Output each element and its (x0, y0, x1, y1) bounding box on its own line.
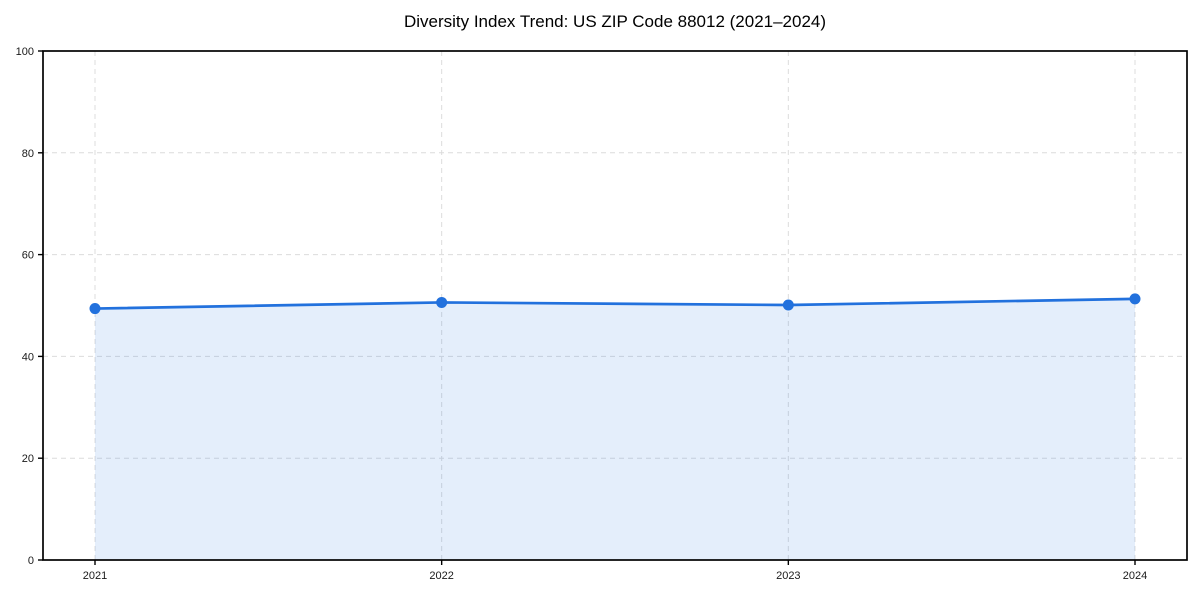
trend-line (93, 297, 1137, 310)
y-tick-label: 60 (22, 250, 34, 262)
y-tick-label: 0 (28, 555, 34, 567)
data-point-marker (1129, 293, 1141, 305)
y-tick-label: 80 (22, 148, 34, 160)
data-point-marker (436, 296, 448, 308)
chart-title: Diversity Index Trend: US ZIP Code 88012… (403, 12, 827, 31)
plot-frame (42, 50, 1188, 561)
x-tick-label: 2023 (776, 570, 800, 582)
area-fill (95, 298, 1135, 560)
y-tick-label: 100 (16, 46, 34, 58)
data-point-marker (782, 299, 794, 311)
x-tick-label: 2024 (1123, 570, 1147, 582)
x-tick-label: 2022 (429, 570, 453, 582)
data-point-marker (89, 303, 101, 315)
y-tick-label: 40 (22, 351, 34, 363)
y-tick-label: 20 (22, 453, 34, 465)
x-tick-label: 2021 (83, 570, 107, 582)
